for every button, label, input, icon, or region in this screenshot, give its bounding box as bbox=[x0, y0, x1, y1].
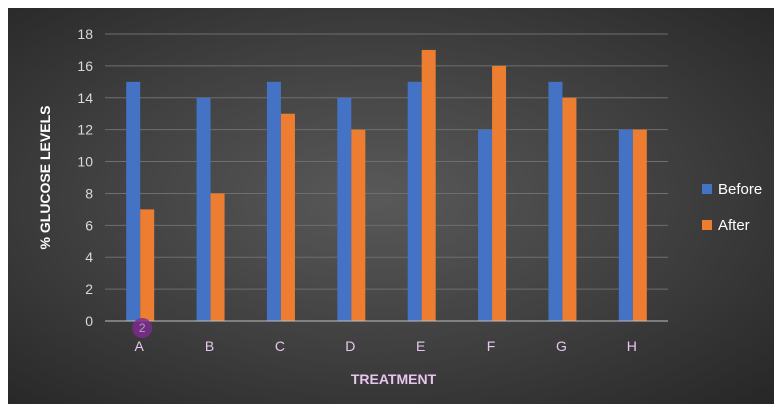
x-axis-title: TREATMENT bbox=[351, 371, 437, 387]
bar-after-h bbox=[632, 129, 647, 321]
x-tick-label: H bbox=[627, 338, 637, 354]
y-tick-label: 6 bbox=[85, 217, 93, 233]
x-tick-label: D bbox=[345, 338, 355, 354]
annotation-label: 2 bbox=[139, 321, 146, 335]
y-tick-label: 14 bbox=[77, 90, 93, 106]
bar-before-b bbox=[196, 97, 211, 322]
bars bbox=[126, 49, 647, 322]
bar-after-e bbox=[421, 49, 436, 321]
bar-before-h bbox=[618, 129, 633, 321]
x-tick-label: F bbox=[487, 338, 496, 354]
bar-after-f bbox=[492, 65, 507, 321]
bar-before-d bbox=[337, 97, 352, 322]
x-tick-label: G bbox=[556, 338, 567, 354]
bar-before-e bbox=[407, 81, 422, 321]
gridlines bbox=[105, 33, 668, 290]
bar-after-d bbox=[351, 129, 366, 321]
legend-swatch-after bbox=[702, 220, 712, 230]
legend-label-before: Before bbox=[718, 181, 762, 198]
x-axis-ticks: A B C D E F G H bbox=[135, 338, 637, 354]
chart-panel: 0 2 4 6 8 10 12 14 16 18 A B C D E F G H 2 TREATMENT % G… bbox=[8, 8, 774, 404]
x-tick-label: C bbox=[275, 338, 285, 354]
y-axis-ticks: 0 2 4 6 8 10 12 14 16 18 bbox=[77, 26, 93, 329]
y-axis-title: % GLUCOSE LEVELS bbox=[37, 106, 53, 250]
legend: Before After bbox=[702, 181, 762, 234]
y-tick-label: 2 bbox=[85, 281, 93, 297]
y-tick-label: 16 bbox=[77, 58, 93, 74]
y-tick-label: 10 bbox=[77, 154, 93, 170]
y-tick-label: 18 bbox=[77, 26, 93, 42]
bar-before-g bbox=[548, 81, 563, 321]
bar-before-f bbox=[478, 129, 493, 321]
annotation-marker bbox=[132, 318, 153, 338]
bar-after-g bbox=[562, 97, 577, 322]
x-tick-label: B bbox=[205, 338, 214, 354]
bar-after-a bbox=[140, 209, 155, 321]
bar-before-c bbox=[266, 81, 281, 321]
y-tick-label: 12 bbox=[77, 122, 93, 138]
y-tick-label: 0 bbox=[85, 313, 93, 329]
y-tick-label: 8 bbox=[85, 185, 93, 201]
bar-chart: 0 2 4 6 8 10 12 14 16 18 A B C D E F G H 2 TREATMENT % G… bbox=[37, 26, 762, 387]
bar-before-a bbox=[126, 81, 141, 321]
bar-after-b bbox=[210, 193, 225, 321]
bar-after-c bbox=[280, 113, 295, 321]
y-tick-label: 4 bbox=[85, 249, 93, 265]
legend-label-after: After bbox=[718, 217, 750, 234]
x-tick-label: A bbox=[135, 338, 145, 354]
x-tick-label: E bbox=[416, 338, 425, 354]
legend-swatch-before bbox=[702, 184, 712, 194]
